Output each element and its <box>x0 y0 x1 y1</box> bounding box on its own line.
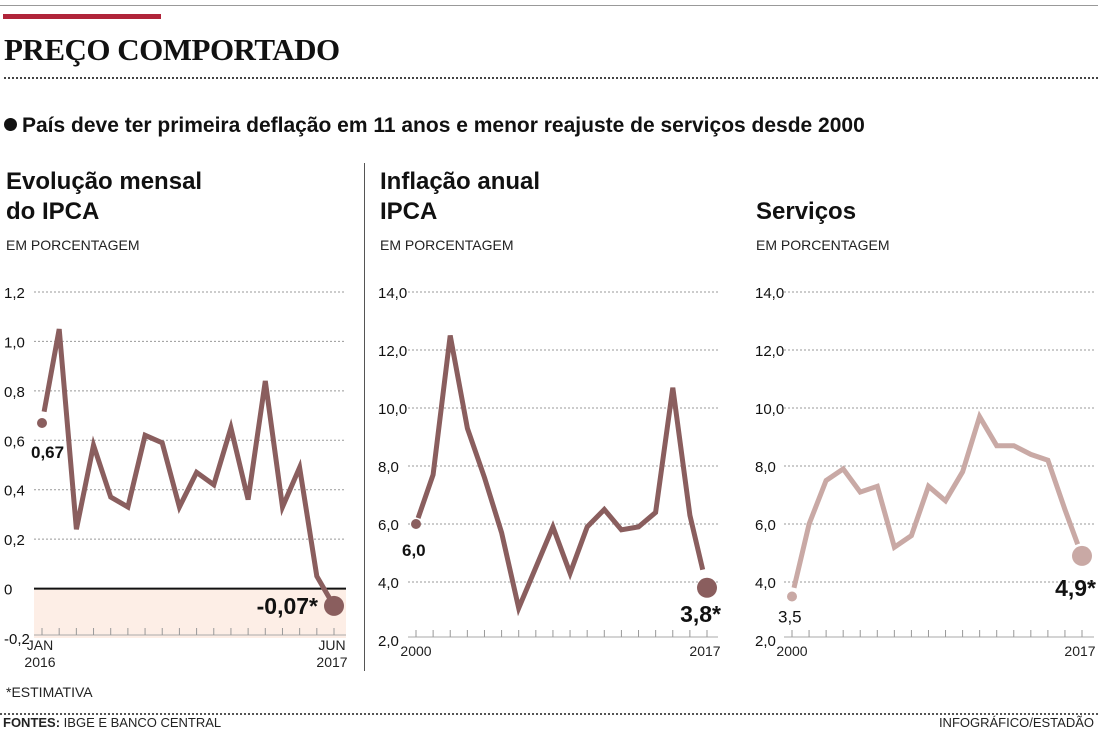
chart2-ytick-label: 2,0 <box>378 633 399 650</box>
chart2-series-line <box>415 335 706 617</box>
chart1-ytick-label: 0,8 <box>4 384 25 401</box>
chart3-data-point <box>787 591 797 602</box>
chart3-ytick-label: 10,0 <box>755 401 784 418</box>
chart1-xlabel-end-month: JUN <box>318 637 345 653</box>
chart2-ytick-label: 6,0 <box>378 517 399 534</box>
chart2-title-line1: Inflação anual <box>380 168 541 195</box>
chart2-xlabel-start: 2000 <box>400 643 431 659</box>
footer-divider <box>0 713 1098 715</box>
chart1-first-value-label: 0,67 <box>31 443 64 462</box>
chart1-ytick-label: 0 <box>4 582 12 599</box>
chart3-ytick-label: 6,0 <box>755 517 776 534</box>
chart2-title-line2: IPCA <box>380 198 438 225</box>
chart3-series-line <box>791 410 1081 589</box>
chart2-last-value-label: 3,8* <box>680 601 721 627</box>
chart1-unit: EM PORCENTAGEM <box>6 237 140 253</box>
footnote: *ESTIMATIVA <box>6 684 93 700</box>
bullet-icon <box>4 118 17 131</box>
chart1-ytick-label: 0,4 <box>4 483 25 500</box>
chart1-data-point <box>324 595 344 616</box>
chart2-ytick-label: 12,0 <box>378 343 407 360</box>
sources: FONTES: IBGE E BANCO CENTRAL <box>3 715 221 730</box>
panel-divider <box>364 163 365 671</box>
chart2-unit: EM PORCENTAGEM <box>380 237 514 253</box>
subtitle: País deve ter primeira deflação em 11 an… <box>4 114 865 138</box>
sources-text: IBGE E BANCO CENTRAL <box>60 715 222 730</box>
chart3-xlabel-end: 2017 <box>1064 643 1095 659</box>
chart2-data-point <box>697 577 717 598</box>
chart2-title: Inflação anual IPCA <box>380 167 540 227</box>
chart1-series-line <box>41 328 332 600</box>
chart3-xlabel-start: 2000 <box>776 643 807 659</box>
chart1-title: Evolução mensal do IPCA <box>6 167 202 227</box>
chart3-data-point <box>1072 545 1092 566</box>
chart1-xlabel-start-month: JAN <box>27 637 53 653</box>
chart3-title: Serviços <box>756 198 857 225</box>
chart3-ytick-label: 4,0 <box>755 575 776 592</box>
chart1-data-point <box>37 417 47 428</box>
chart2-ytick-label: 8,0 <box>378 459 399 476</box>
chart1-title-line2: do IPCA <box>6 198 100 225</box>
chart1-ytick-label: 0,2 <box>4 532 25 549</box>
chart1-ytick-label: -0,2 <box>4 631 30 648</box>
chart1-ytick-label: 1,0 <box>4 334 25 351</box>
chart2-data-point <box>411 519 421 529</box>
chart2-first-value-label: 6,0 <box>402 541 426 560</box>
page-title: PREÇO COMPORTADO <box>4 32 340 67</box>
chart1-last-value-label: -0,07* <box>257 593 318 619</box>
chart1-ytick-label: 1,2 <box>4 285 25 302</box>
chart2-ytick-label: 10,0 <box>378 401 407 418</box>
accent-bar <box>3 14 161 19</box>
chart3-last-value-label: 4,9* <box>1055 575 1096 601</box>
credit: INFOGRÁFICO/ESTADÃO <box>938 715 1094 730</box>
subtitle-text: País deve ter primeira deflação em 11 an… <box>22 114 865 137</box>
chart1-title-line1: Evolução mensal <box>6 168 203 195</box>
chart3-ytick-label: 2,0 <box>755 633 776 650</box>
chart3-ytick-label: 12,0 <box>755 343 784 360</box>
chart1-xlabel-start-year: 2016 <box>24 654 55 670</box>
chart1-xlabel-end-year: 2017 <box>316 654 347 670</box>
title-divider <box>4 77 1098 79</box>
chart3-unit: EM PORCENTAGEM <box>756 237 890 253</box>
chart2-xlabel-end: 2017 <box>689 643 720 659</box>
top-rule <box>0 5 1098 6</box>
chart2-ytick-label: 14,0 <box>378 285 407 302</box>
chart1-negative-band <box>34 588 346 638</box>
chart3-ytick-label: 14,0 <box>755 285 784 302</box>
chart1-ytick-label: 0,6 <box>4 433 25 450</box>
chart3-first-value-label: 3,5 <box>778 608 802 627</box>
sources-label: FONTES: <box>3 715 61 730</box>
chart2-ytick-label: 4,0 <box>378 575 399 592</box>
chart3-ytick-label: 8,0 <box>755 459 776 476</box>
